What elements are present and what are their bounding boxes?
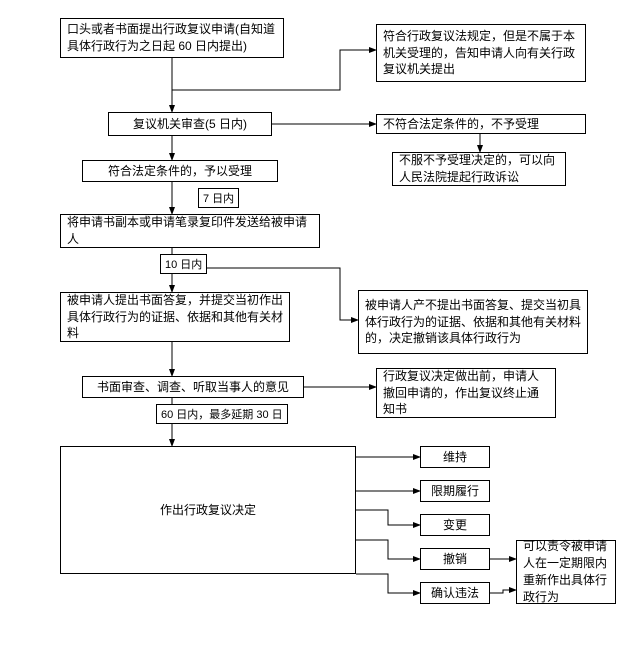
node-wrong-agency: 符合行政复议法规定，但是不属于本机关受理的，告知申请人向有关行政复议机关提出 [376, 24, 586, 82]
node-text: 复议机关审查(5 日内) [133, 116, 247, 133]
node-no-reply-revoke: 被申请人产不提出书面答复、提交当初具体行政行为的证据、依据和其他有关材料的，决定… [358, 290, 588, 354]
node-decision: 作出行政复议决定 [60, 446, 356, 574]
node-text: 将申请书副本或申请笔录复印件发送给被申请人 [67, 214, 313, 248]
node-text: 符合法定条件的，予以受理 [108, 163, 252, 180]
node-text: 限期履行 [431, 483, 479, 500]
node-revoke: 撤销 [420, 548, 490, 570]
node-apply: 口头或者书面提出行政复议申请(自知道具体行政行为之日起 60 日内提出) [60, 18, 284, 58]
node-text: 变更 [443, 517, 467, 534]
node-text: 作出行政复议决定 [160, 502, 256, 519]
node-text: 书面审查、调查、听取当事人的意见 [97, 379, 289, 396]
node-text: 口头或者书面提出行政复议申请(自知道具体行政行为之日起 60 日内提出) [67, 21, 277, 55]
node-withdraw: 行政复议决定做出前，申请人撤回申请的，作出复议终止通知书 [376, 368, 556, 418]
node-text: 确认违法 [431, 585, 479, 602]
node-confirm-illegal: 确认违法 [420, 582, 490, 604]
node-not-qualified: 不符合法定条件的，不予受理 [376, 114, 586, 134]
node-text: 被申请人提出书面答复，并提交当初作出具体行政行为的证据、依据和其他有关材料 [67, 292, 283, 342]
node-text: 符合行政复议法规定，但是不属于本机关受理的，告知申请人向有关行政复议机关提出 [383, 28, 579, 78]
node-text: 行政复议决定做出前，申请人撤回申请的，作出复议终止通知书 [383, 368, 549, 418]
node-redo-order: 可以责令被申请人在一定期限内重新作出具体行政行为 [516, 540, 616, 604]
node-written-review: 书面审查、调查、听取当事人的意见 [82, 376, 304, 398]
node-text: 可以责令被申请人在一定期限内重新作出具体行政行为 [523, 538, 609, 605]
edge-label-60-days: 60 日内，最多延期 30 日 [156, 404, 288, 424]
edge-label-7-days: 7 日内 [198, 188, 239, 208]
node-court-appeal: 不服不予受理决定的，可以向人民法院提起行政诉讼 [392, 152, 566, 186]
edge-label-10-days: 10 日内 [160, 254, 207, 274]
node-deadline-perform: 限期履行 [420, 480, 490, 502]
node-change: 变更 [420, 514, 490, 536]
node-send-copy: 将申请书副本或申请笔录复印件发送给被申请人 [60, 214, 320, 248]
node-accepted: 符合法定条件的，予以受理 [82, 160, 278, 182]
node-agency-review: 复议机关审查(5 日内) [108, 112, 272, 136]
node-text: 被申请人产不提出书面答复、提交当初具体行政行为的证据、依据和其他有关材料的，决定… [365, 297, 581, 347]
node-uphold: 维持 [420, 446, 490, 468]
node-text: 不服不予受理决定的，可以向人民法院提起行政诉讼 [399, 152, 559, 186]
node-text: 维持 [443, 449, 467, 466]
node-respondent-reply: 被申请人提出书面答复，并提交当初作出具体行政行为的证据、依据和其他有关材料 [60, 292, 290, 342]
node-text: 不符合法定条件的，不予受理 [383, 116, 539, 133]
node-text: 撤销 [443, 551, 467, 568]
